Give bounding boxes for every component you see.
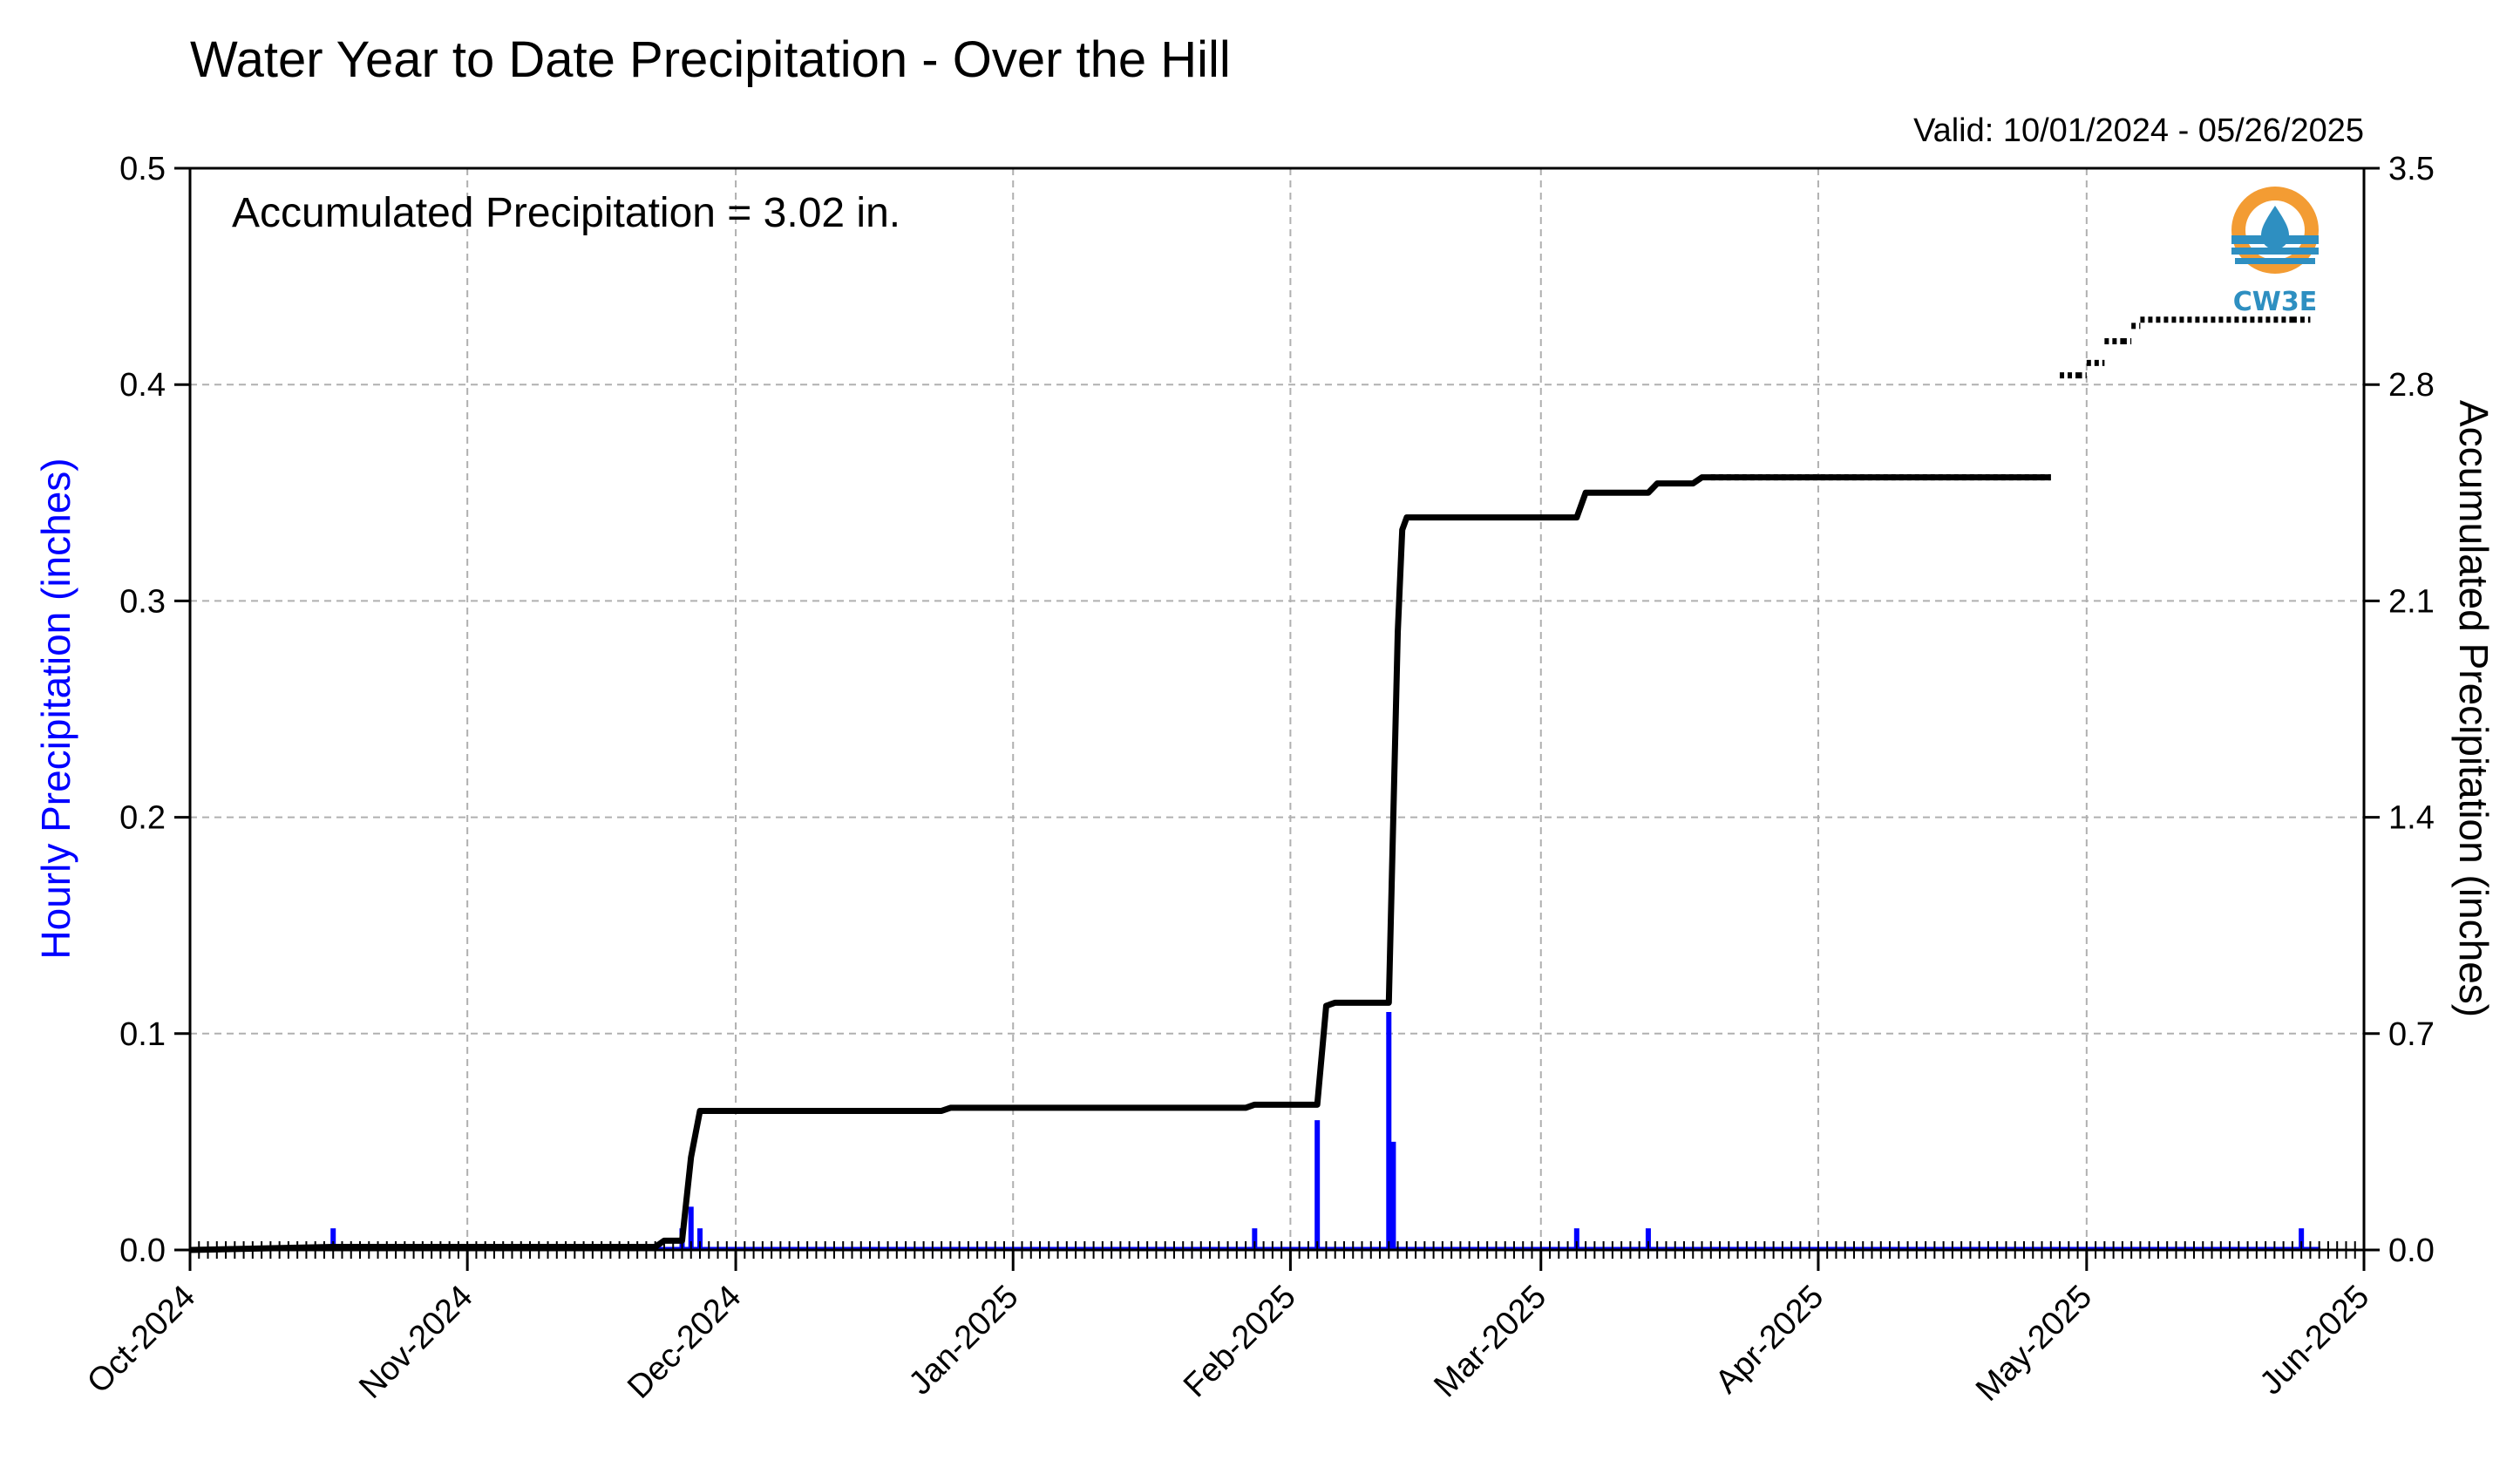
accumulated-annotation: Accumulated Precipitation = 3.02 in. <box>232 190 900 236</box>
logo-text: CW3E <box>2233 287 2317 317</box>
valid-date-range: Valid: 10/01/2024 - 05/26/2025 <box>1913 112 2364 149</box>
logo-wave-2 <box>2231 248 2319 255</box>
accumulated-precipitation-line <box>189 316 2310 1253</box>
y-right-tick-label: 2.1 <box>2388 583 2435 620</box>
cw3e-logo: CW3E <box>2231 187 2319 317</box>
y-right-tick-label: 0.0 <box>2388 1233 2435 1269</box>
y-left-tick-label: 0.2 <box>119 800 166 837</box>
y-right-tick-label: 3.5 <box>2388 151 2435 187</box>
y-axis-label-right: Accumulated Precipitation (inches) <box>2451 400 2496 1017</box>
accumulated-line <box>189 474 2051 1253</box>
y-right-tick-label: 2.8 <box>2388 367 2435 404</box>
chart-title: Water Year to Date Precipitation - Over … <box>190 31 1231 88</box>
y-left-tick-label: 0.1 <box>119 1016 166 1053</box>
y-left-tick-label: 0.3 <box>119 583 166 620</box>
y-right-tick-label: 0.7 <box>2388 1016 2435 1053</box>
logo-wave-3 <box>2235 258 2315 264</box>
logo-wave-1 <box>2231 235 2319 244</box>
y-left-tick-label: 0.4 <box>119 367 166 404</box>
plot-frame <box>188 166 2366 1252</box>
y-axis-label-left: Hourly Precipitation (inches) <box>33 458 78 959</box>
y-left-tick-label: 0.0 <box>119 1233 166 1269</box>
y-left-tick-label: 0.5 <box>119 151 166 187</box>
y-right-tick-label: 1.4 <box>2388 800 2435 837</box>
grid <box>190 168 2364 1250</box>
